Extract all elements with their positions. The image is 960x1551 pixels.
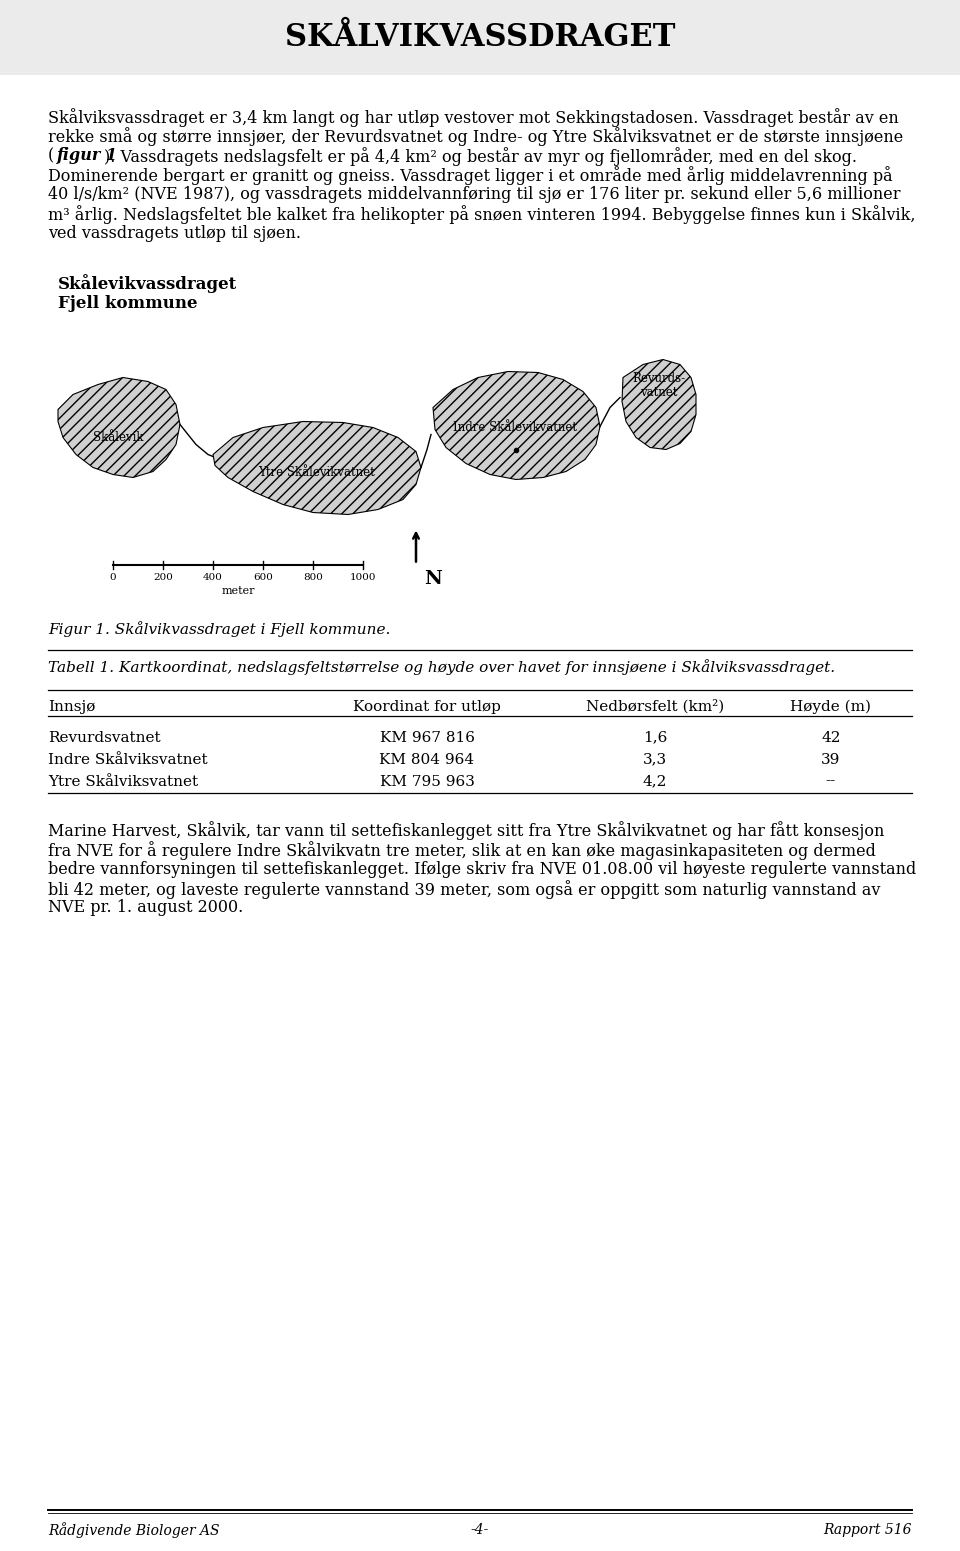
Text: meter: meter (221, 585, 254, 596)
Text: Nedbørsfelt (km²): Nedbørsfelt (km²) (586, 700, 724, 713)
Text: Rapport 516: Rapport 516 (824, 1523, 912, 1537)
Text: Tabell 1. Kartkoordinat, nedslagsfeltstørrelse og høyde over havet for innsjøene: Tabell 1. Kartkoordinat, nedslagsfeltstø… (48, 659, 835, 675)
Text: figur 1: figur 1 (57, 147, 118, 164)
Text: 1000: 1000 (349, 574, 376, 583)
Text: Indre Skålviksvatnet: Indre Skålviksvatnet (48, 752, 207, 766)
Text: Indre Skålevikvatnet: Indre Skålevikvatnet (453, 420, 577, 434)
Text: ved vassdragets utløp til sjøen.: ved vassdragets utløp til sjøen. (48, 225, 301, 242)
Text: --: -- (826, 774, 836, 788)
Text: Fjell kommune: Fjell kommune (58, 295, 198, 312)
Text: bedre vannforsyningen til settefiskanlegget. Ifølge skriv fra NVE 01.08.00 vil h: bedre vannforsyningen til settefiskanleg… (48, 861, 916, 878)
Text: vatnet: vatnet (640, 386, 678, 399)
Text: 1,6: 1,6 (643, 731, 667, 744)
Text: fra NVE for å regulere Indre Skålvikvatn tre meter, slik at en kan øke magasinka: fra NVE for å regulere Indre Skålvikvatn… (48, 841, 876, 859)
Text: ). Vassdragets nedslagsfelt er på 4,4 km² og består av myr og fjellområder, med : ). Vassdragets nedslagsfelt er på 4,4 km… (104, 147, 857, 166)
Text: Revurdsvatnet: Revurdsvatnet (48, 731, 160, 744)
Text: Revurds-: Revurds- (633, 372, 685, 385)
Text: Skålevik: Skålevik (93, 431, 143, 444)
Text: Koordinat for utløp: Koordinat for utløp (353, 700, 501, 713)
Text: N: N (424, 571, 442, 588)
Text: 400: 400 (204, 574, 223, 583)
Text: 800: 800 (303, 574, 323, 583)
Polygon shape (622, 360, 696, 450)
Text: Figur 1. Skålvikvassdraget i Fjell kommune.: Figur 1. Skålvikvassdraget i Fjell kommu… (48, 622, 391, 637)
Text: 200: 200 (153, 574, 173, 583)
Text: KM 967 816: KM 967 816 (379, 731, 474, 744)
Text: 4,2: 4,2 (643, 774, 667, 788)
Text: 40 l/s/km² (NVE 1987), og vassdragets middelvannføring til sjø er 176 liter pr. : 40 l/s/km² (NVE 1987), og vassdragets mi… (48, 186, 900, 203)
Text: -4-: -4- (470, 1523, 490, 1537)
Text: (: ( (48, 147, 55, 164)
Bar (0, 0, 960, 74)
Text: KM 804 964: KM 804 964 (379, 752, 474, 766)
Text: KM 795 963: KM 795 963 (379, 774, 474, 788)
Text: SKÅLVIKVASSDRAGET: SKÅLVIKVASSDRAGET (285, 23, 675, 53)
Text: 42: 42 (821, 731, 841, 744)
Text: 39: 39 (822, 752, 841, 766)
Text: 600: 600 (253, 574, 273, 583)
Text: bli 42 meter, og laveste regulerte vannstand 39 meter, som også er oppgitt som n: bli 42 meter, og laveste regulerte vanns… (48, 879, 880, 900)
Text: m³ årlig. Nedslagsfeltet ble kalket fra helikopter på snøen vinteren 1994. Bebyg: m³ årlig. Nedslagsfeltet ble kalket fra … (48, 205, 916, 225)
Polygon shape (213, 422, 421, 515)
Text: Skålviksvassdraget er 3,4 km langt og har utløp vestover mot Sekkingstadosen. Va: Skålviksvassdraget er 3,4 km langt og ha… (48, 109, 899, 127)
Text: Innsjø: Innsjø (48, 700, 95, 713)
Text: Marine Harvest, Skålvik, tar vann til settefiskanlegget sitt fra Ytre Skålvikvat: Marine Harvest, Skålvik, tar vann til se… (48, 822, 884, 841)
Text: 3,3: 3,3 (643, 752, 667, 766)
Text: Ytre Skålviksvatnet: Ytre Skålviksvatnet (48, 774, 198, 788)
Text: 0: 0 (109, 574, 116, 583)
Text: Skålevikvassdraget: Skålevikvassdraget (58, 275, 237, 293)
Text: Ytre Skålevikvatnet: Ytre Skålevikvatnet (257, 465, 374, 479)
Text: rekke små og større innsjøer, der Revurdsvatnet og Indre- og Ytre Skålviksvatnet: rekke små og større innsjøer, der Revurd… (48, 127, 903, 146)
Text: Rådgivende Biologer AS: Rådgivende Biologer AS (48, 1522, 220, 1539)
Text: Høyde (m): Høyde (m) (790, 700, 872, 713)
Polygon shape (58, 377, 180, 478)
Polygon shape (433, 372, 600, 479)
Text: NVE pr. 1. august 2000.: NVE pr. 1. august 2000. (48, 900, 243, 917)
Text: Dominerende bergart er granitt og gneiss. Vassdraget ligger i et område med årli: Dominerende bergart er granitt og gneiss… (48, 166, 893, 186)
